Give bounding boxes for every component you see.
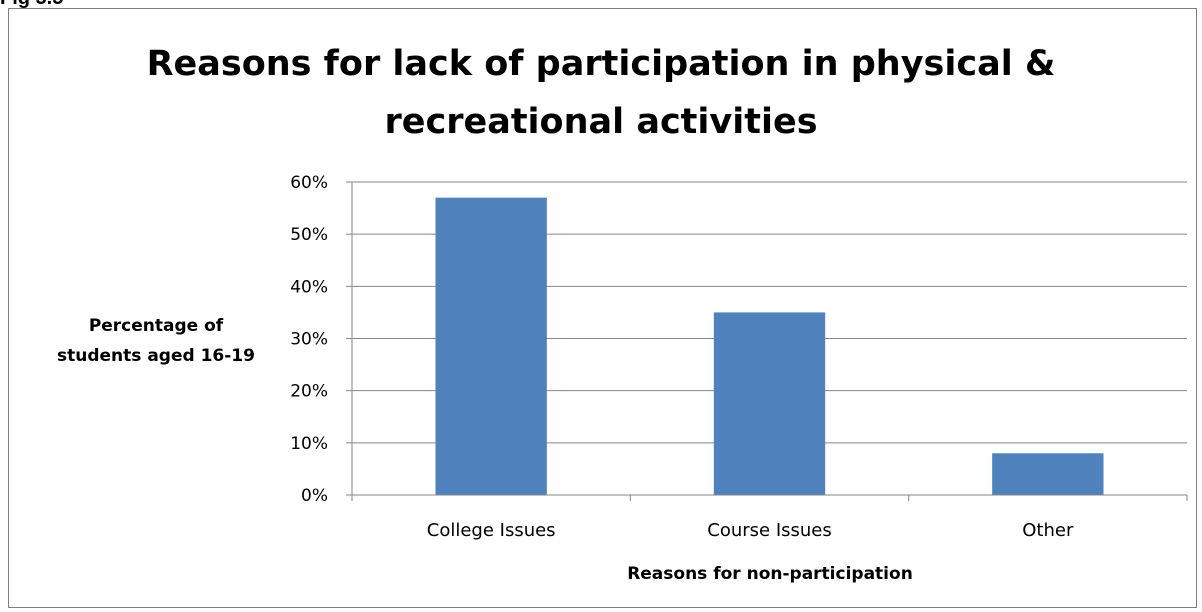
x-tick-label: Other — [1022, 520, 1074, 541]
bars — [435, 197, 1104, 495]
y-tick-label: 60% — [290, 173, 328, 193]
y-tick-labels: 0% 10% 20% 30% 40% 50% 60% — [290, 173, 328, 506]
bar — [435, 197, 547, 495]
chart-title-line-2: recreational activities — [384, 102, 817, 142]
figure-label: Fig 5.5 — [0, 0, 63, 10]
y-tick-label: 50% — [290, 225, 328, 245]
y-tick-label: 10% — [290, 434, 328, 454]
bar — [992, 453, 1104, 495]
x-tick-label: Course Issues — [707, 520, 832, 541]
y-axis-title-line-1: Percentage of — [89, 316, 224, 336]
y-tick-label: 0% — [301, 486, 328, 506]
category-labels: College Issues Course Issues Other — [427, 520, 1074, 541]
chart-title-line-1: Reasons for lack of participation in phy… — [147, 44, 1056, 84]
x-tick-label: College Issues — [427, 520, 556, 541]
y-tick-label: 20% — [290, 382, 328, 402]
bar — [713, 312, 826, 495]
x-axis-title: Reasons for non-participation — [627, 564, 913, 584]
axes — [351, 182, 1188, 502]
y-axis-title-line-2: students aged 16-19 — [57, 346, 255, 366]
y-tick-label: 30% — [290, 330, 328, 350]
chart-frame — [8, 8, 1197, 608]
y-tick-label: 40% — [290, 277, 328, 297]
